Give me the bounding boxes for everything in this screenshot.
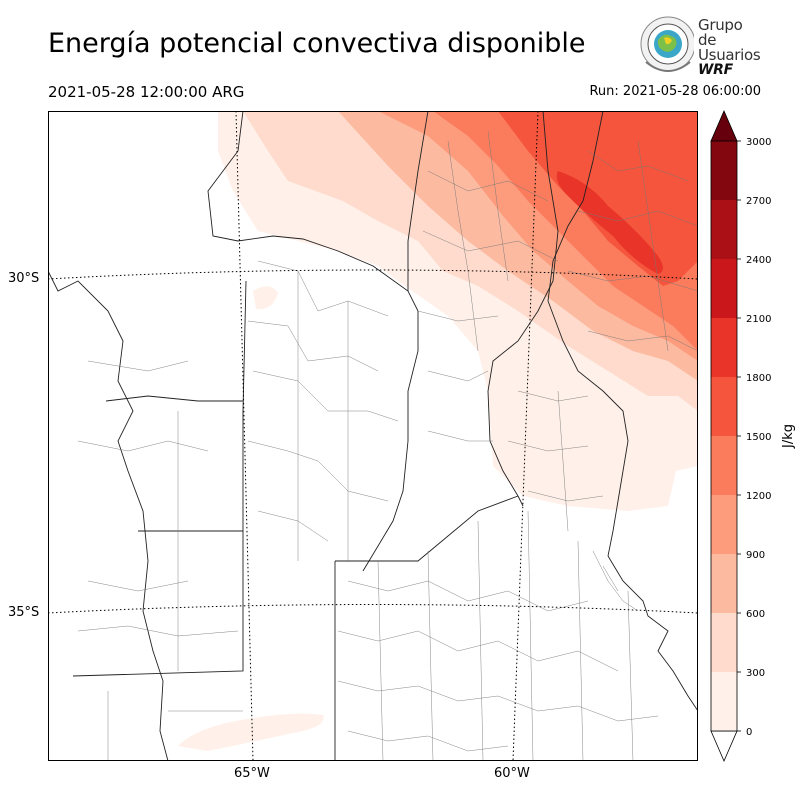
colorbar-tick-label: 900 — [746, 550, 765, 561]
colorbar-tick-label: 600 — [746, 609, 765, 620]
lat-label-35s: 35°S — [8, 605, 40, 620]
lon-label-65w: 65°W — [234, 766, 270, 781]
logo-line-2: Usuarios — [698, 46, 761, 64]
colorbar-tick-label: 2100 — [746, 314, 771, 325]
colorbar: 0 300 600 900 1200 1500 1800 2100 2400 2700 3000 J/… — [710, 109, 796, 763]
wrf-group-logo: Grupo de Usuarios WRF — [638, 16, 761, 78]
cape-0-300-south — [178, 713, 324, 751]
cape-0-300-west — [253, 286, 278, 310]
cape-map — [48, 111, 698, 761]
province-borders — [48, 111, 698, 761]
cordoba-border — [207, 111, 419, 572]
colorbar-tick-label: 300 — [746, 668, 765, 679]
globe-logo-icon — [640, 16, 696, 72]
san-luis-border — [105, 395, 243, 402]
colorbar-tick-label: 1800 — [746, 373, 771, 384]
colorbar-segment — [711, 554, 737, 613]
meridian-65w — [235, 111, 254, 761]
la-pampa-border — [72, 280, 247, 677]
colorbar-segment — [711, 259, 737, 318]
lat-label-30s: 30°S — [8, 271, 40, 286]
colorbar-tick-label: 2400 — [746, 255, 771, 266]
cape-1800-2100 — [556, 171, 663, 274]
colorbar-tick-label: 0 — [746, 727, 752, 738]
santafe-border-east — [487, 111, 559, 507]
meridian-60w — [512, 111, 539, 761]
colorbar-segment — [711, 200, 737, 259]
chart-title: Energía potencial convectiva disponible — [48, 28, 586, 59]
parallel-35s — [48, 604, 698, 614]
colorbar-segment — [711, 377, 737, 436]
colorbar-extend-max — [710, 109, 738, 142]
colorbar-segment — [711, 672, 737, 731]
logo-text: Grupo de Usuarios WRF — [698, 16, 761, 78]
colorbar-segment — [711, 436, 737, 495]
run-time: Run: 2021-05-28 06:00:00 — [589, 84, 761, 99]
santafe-border-west — [407, 111, 429, 291]
valid-time: 2021-05-28 12:00:00 ARG — [48, 83, 245, 101]
graticule — [48, 111, 698, 761]
colorbar-segment — [711, 141, 737, 200]
uruguay-river — [547, 111, 629, 557]
logo-line-1: Grupo de — [698, 16, 743, 49]
colorbar-extend-min — [710, 730, 738, 763]
colorbar-tick-label: 1500 — [746, 432, 771, 443]
parallel-30s — [48, 269, 698, 280]
colorbar-tick-label: 1200 — [746, 491, 771, 502]
colorbar-segment — [711, 495, 737, 554]
department-borders — [77, 130, 698, 761]
colorbar-tick-label: 3000 — [746, 137, 771, 148]
logo-line-3: WRF — [698, 62, 733, 78]
colorbar-segment — [711, 613, 737, 672]
map-frame — [48, 111, 698, 761]
colorbar-label: J/kg — [781, 424, 796, 449]
buenos-aires-north-border — [335, 495, 519, 562]
atlantic-coast — [607, 555, 698, 712]
lon-label-60w: 60°W — [494, 766, 530, 781]
colorbar-segment — [711, 318, 737, 377]
colorbar-tick-label: 2700 — [746, 196, 771, 207]
andes-border — [48, 270, 169, 761]
